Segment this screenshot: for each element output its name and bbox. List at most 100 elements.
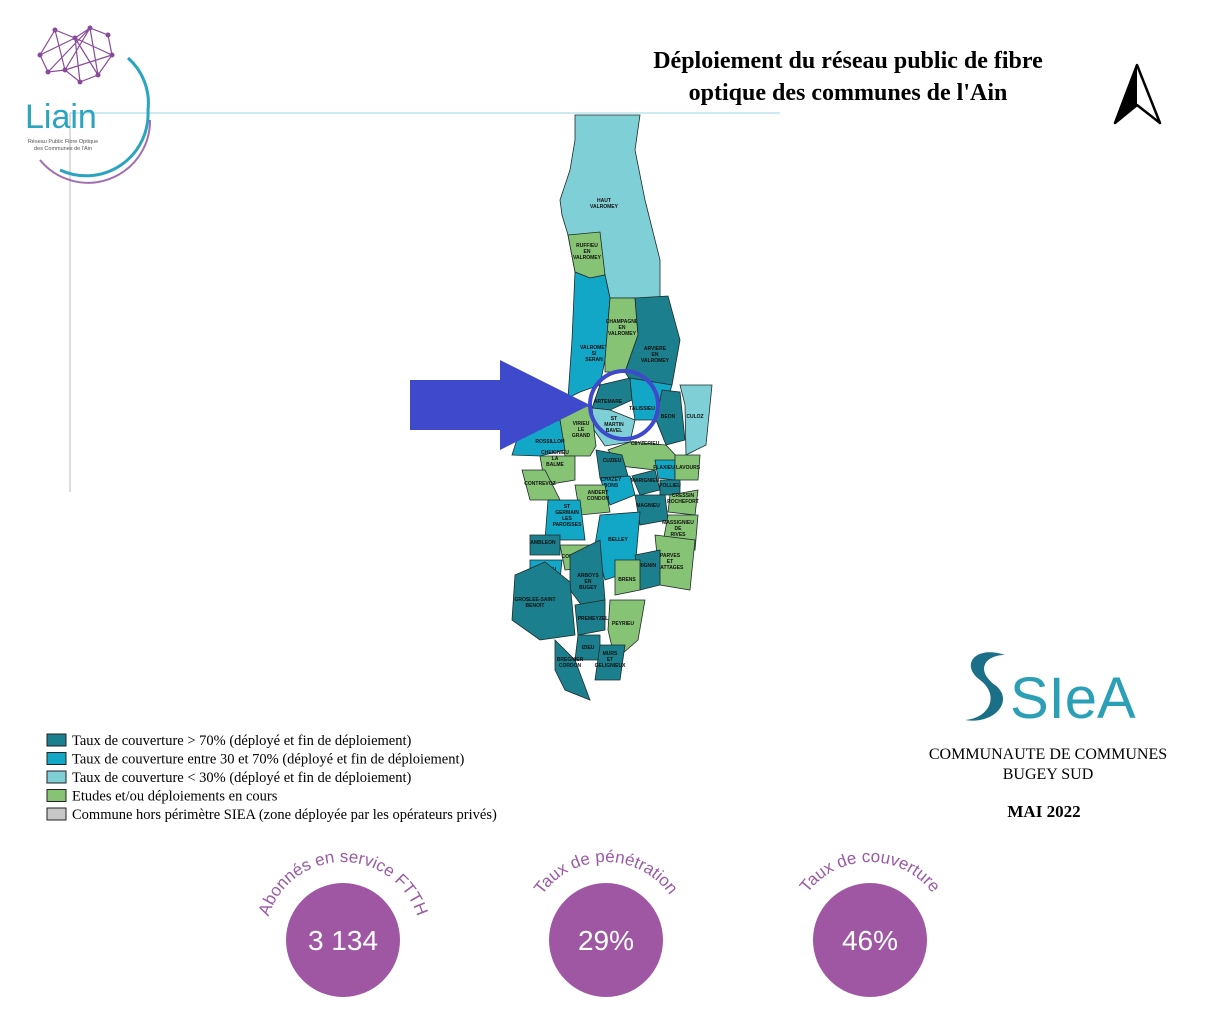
commune-label: PAROISSES	[553, 522, 582, 528]
commune-label: POLLIEU	[659, 483, 681, 489]
commune-label: PREMEYZEL	[578, 616, 609, 622]
commune-area	[674, 454, 701, 481]
legend-swatch	[46, 789, 67, 802]
commune-area	[591, 377, 633, 411]
stat-value: 46%	[842, 925, 898, 956]
commune-label: DE	[675, 526, 683, 532]
commune-label: ST	[611, 416, 617, 422]
stat-circle	[813, 883, 927, 997]
commune-label: NATTAGES	[657, 565, 684, 571]
commune-label: GERMAIN	[555, 510, 579, 516]
commune-label: CULOZ	[686, 414, 703, 420]
commune-label: VALROMEY	[641, 358, 670, 364]
north-arrow	[1113, 63, 1162, 125]
commune-label: GRAND	[572, 433, 591, 439]
commune-label: S/	[592, 351, 597, 357]
commune-label: CHEIGNIEU	[541, 450, 569, 456]
stat-value: 3 134	[308, 925, 378, 956]
commune-label: VALROMEY	[590, 204, 619, 210]
siea-logo: SIeA	[965, 652, 1136, 731]
commune-label: LES	[562, 516, 572, 522]
commune: AMBLEON	[529, 534, 561, 556]
commune-label: CUZIEU	[603, 458, 622, 464]
commune-label: IZIEU	[582, 645, 595, 651]
title: optique des communes de l'Ain	[689, 80, 1008, 106]
commune-label: ST	[564, 504, 570, 510]
commune: BRENS	[614, 559, 641, 596]
commune: CULOZ	[679, 384, 713, 456]
commune-label: TALISSIEU	[629, 406, 655, 412]
commune-label: PARVES	[660, 553, 681, 559]
commune-label: VALROMEY	[573, 255, 602, 261]
commune-label: ROSSILLON	[535, 439, 565, 445]
commune-label: ARTEMARE	[594, 399, 623, 405]
siea-logo-text: SIeA	[1010, 666, 1136, 731]
commune-area	[544, 499, 586, 541]
logo-tagline: Réseau Public Fibre Optique	[28, 139, 98, 145]
commune-label: VIRIEU	[573, 421, 590, 427]
commune-label: BREGNIER	[557, 657, 584, 663]
commune-label: CHAZEY	[601, 477, 622, 483]
commune-area	[529, 534, 561, 556]
commune-label: CHAMPAGNE	[606, 319, 639, 325]
legend-label: Taux de couverture > 70% (déployé et fin…	[72, 733, 411, 749]
commune: BEON	[655, 389, 686, 446]
org-name: BUGEY SUD	[1003, 766, 1094, 783]
commune-label: LE	[578, 427, 585, 433]
commune-label: RIVES	[670, 532, 686, 538]
commune-label: PEYRIEU	[612, 621, 634, 627]
commune-label: BELLEY	[608, 537, 628, 543]
commune-label: SERAN	[585, 357, 603, 363]
logo-name: Liain	[25, 98, 97, 136]
stat-circle	[286, 883, 400, 997]
legend-label: Taux de couverture entre 30 et 70% (dépl…	[72, 752, 465, 768]
commune-label: ARBOYS	[577, 573, 599, 579]
commune-label: BALME	[546, 462, 564, 468]
highlight-arrow	[410, 360, 590, 450]
commune-label: EN	[585, 579, 592, 585]
commune-area	[511, 561, 576, 641]
legend: Taux de couverture > 70% (déployé et fin…	[46, 733, 497, 823]
commune-area	[554, 639, 591, 701]
commune-label: MARIGNIEU	[631, 478, 660, 484]
commune-label: CONDON	[587, 496, 610, 502]
stat-value: 29%	[578, 925, 634, 956]
commune: MARIGNIEU	[631, 469, 661, 496]
commune-label: MARTIN	[604, 422, 624, 428]
commune-label: BONS	[604, 483, 619, 489]
commune-label: CONTREVOZ	[524, 481, 555, 487]
commune-label: ET	[667, 559, 673, 565]
commune-label: ARVIERE	[644, 346, 667, 352]
commune-area	[574, 599, 606, 636]
commune-label: GELIGNIEUX	[595, 663, 627, 669]
org-name: COMMUNAUTE DE COMMUNES	[929, 746, 1167, 763]
stat-circle	[549, 883, 663, 997]
commune-label: HAUT	[597, 198, 611, 204]
commune-area	[614, 559, 641, 596]
title: Déploiement du réseau public de fibre	[653, 48, 1043, 74]
commune-label: EN	[619, 325, 626, 331]
commune-label: MAGNIEU	[636, 503, 660, 509]
commune-label: VIRIGNIN	[634, 563, 657, 569]
legend-label: Etudes et/ou déploiements en cours	[72, 789, 278, 805]
commune-label: MURS	[603, 651, 618, 657]
commune-label: CRESSIN	[672, 493, 695, 499]
commune-label: BEON	[661, 414, 676, 420]
legend-swatch	[46, 807, 67, 821]
commune: LAVOURS	[674, 454, 701, 481]
commune-label: CEYZERIEU	[631, 441, 660, 447]
commune-label: LAVOURS	[676, 465, 701, 471]
commune-label: MASSIGNIEU	[662, 520, 694, 526]
commune: PREMEYZEL	[574, 599, 609, 636]
commune-label: FLAXIEU	[653, 465, 675, 471]
commune-label: LA	[552, 456, 559, 462]
legend-label: Commune hors périmètre SIEA (zone déploy…	[72, 807, 497, 823]
